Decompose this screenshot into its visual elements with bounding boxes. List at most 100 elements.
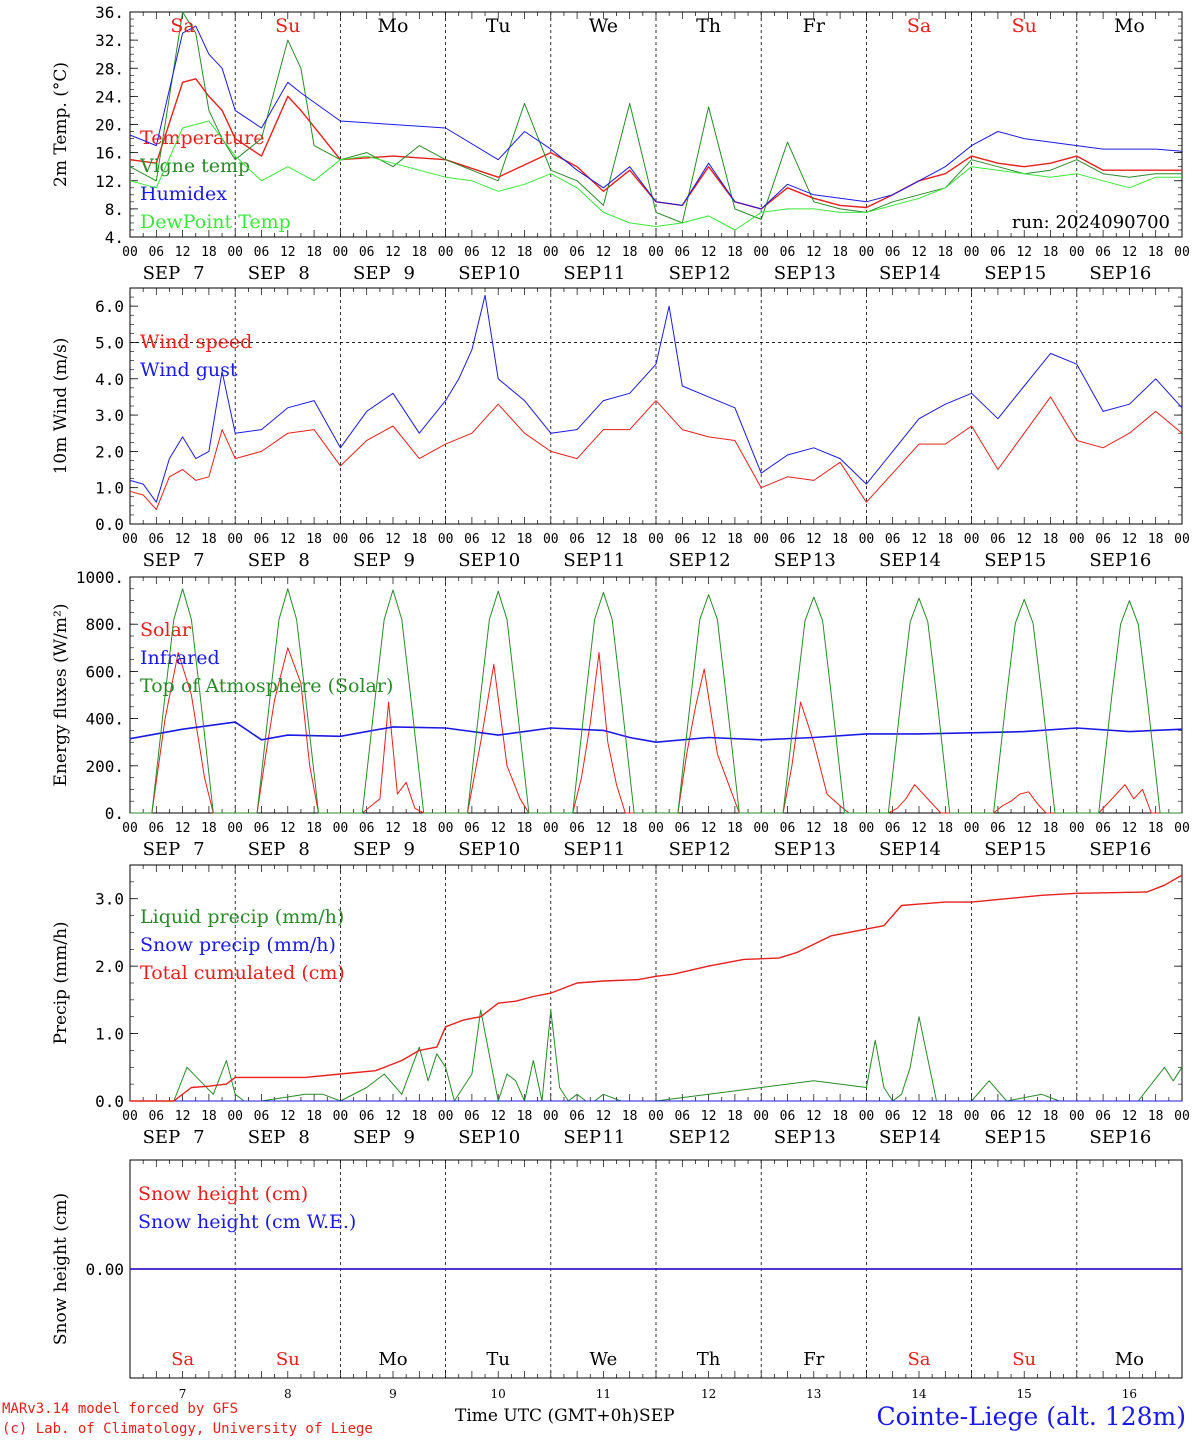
- date-label: 8: [298, 1127, 309, 1148]
- plot-frame: [129, 11, 1183, 238]
- y-tick-label: 12.: [95, 172, 124, 191]
- hour-tick-label: 12: [596, 532, 612, 547]
- hour-tick-label: 18: [832, 532, 848, 547]
- y-tick-label: 36.: [95, 3, 124, 22]
- weekday-label: We: [589, 15, 618, 37]
- hour-tick-label: 00: [859, 1109, 875, 1124]
- month-label: SEP: [458, 263, 496, 284]
- hour-tick-label: 06: [1095, 245, 1111, 260]
- hour-tick-label: 18: [306, 245, 322, 260]
- panel-5: 0.00 Snow height (cm) Snow height (cm) Snow…: [51, 1159, 1183, 1401]
- y-tick-label: 32.: [95, 31, 124, 50]
- hour-tick-label: 18: [517, 245, 533, 260]
- hour-tick-label: 00: [543, 821, 559, 836]
- hour-tick-label: 12: [175, 1109, 191, 1124]
- date-label: 10: [497, 839, 520, 860]
- hour-tick-label: 06: [885, 1109, 901, 1124]
- month-label: SEP: [563, 839, 601, 860]
- legend-entry: Wind speed: [140, 331, 252, 353]
- hour-tick-label: 06: [1095, 532, 1111, 547]
- weekday-label: Fr: [803, 15, 826, 37]
- month-label: SEP: [774, 839, 812, 860]
- hour-tick-label: 06: [254, 821, 270, 836]
- month-label: SEP: [563, 1127, 601, 1148]
- date-label: 15: [1023, 839, 1046, 860]
- hour-tick-label: 18: [1043, 1109, 1059, 1124]
- hour-tick-label: 00: [543, 245, 559, 260]
- hour-tick-label: 00: [964, 245, 980, 260]
- weekday-label: Su: [1012, 15, 1037, 37]
- hour-tick-label: 00: [122, 821, 138, 836]
- hour-tick-label: 00: [333, 1109, 349, 1124]
- hour-tick-label: 06: [464, 532, 480, 547]
- hour-tick-label: 06: [990, 1109, 1006, 1124]
- y-tick-label: 400.: [85, 710, 124, 729]
- hour-tick-label: 00: [1069, 821, 1085, 836]
- month-label: SEP: [669, 1127, 707, 1148]
- hour-tick-label: 12: [1016, 821, 1032, 836]
- y-tick-label: 3.0: [95, 406, 124, 425]
- hour-tick-label: 18: [937, 245, 953, 260]
- hour-tick-label: 18: [201, 532, 217, 547]
- hour-tick-label: 00: [122, 532, 138, 547]
- month-label: SEP: [248, 263, 286, 284]
- hour-tick-label: 12: [701, 532, 717, 547]
- date-label: 9: [404, 550, 415, 571]
- hour-tick-label: 06: [359, 821, 375, 836]
- series-line-dewpoint-temp: [129, 120, 1182, 231]
- hour-tick-label: 18: [1148, 245, 1164, 260]
- date-label: 11: [602, 1127, 625, 1148]
- hour-tick-label: 18: [727, 1109, 743, 1124]
- date-label: 7: [193, 550, 204, 571]
- hour-tick-label: 18: [1043, 245, 1059, 260]
- y-tick-label: 4.: [105, 228, 124, 247]
- hour-tick-label: 06: [990, 821, 1006, 836]
- hour-tick-label: 18: [727, 532, 743, 547]
- hour-tick-label: 12: [701, 1109, 717, 1124]
- hour-tick-label: 00: [648, 532, 664, 547]
- hour-tick-label: 06: [148, 532, 164, 547]
- hour-tick-label: 12: [385, 245, 401, 260]
- date-label: 13: [813, 839, 836, 860]
- hour-tick-label: 00: [122, 245, 138, 260]
- hour-tick-label: 06: [148, 1109, 164, 1124]
- date-label: 15: [1023, 263, 1046, 284]
- hour-tick-label: 12: [490, 1109, 506, 1124]
- month-label: SEP: [879, 550, 917, 571]
- weekday-label: Mo: [1114, 15, 1145, 37]
- hour-tick-label: 06: [464, 245, 480, 260]
- hour-tick-label: 12: [1122, 1109, 1138, 1124]
- y-tick-label: 0.00: [85, 1260, 124, 1279]
- date-label: 11: [602, 550, 625, 571]
- hour-tick-label: 06: [359, 245, 375, 260]
- weekday-label: Sa: [171, 1349, 194, 1370]
- panel-4: 0.0 1.0 2.0 3.0 Precip (mm/h) Liquid precip (…: [51, 864, 1190, 1148]
- hour-tick-label: 06: [359, 1109, 375, 1124]
- date-label: 9: [389, 1387, 397, 1401]
- month-label: SEP: [1089, 550, 1127, 571]
- hour-tick-label: 12: [806, 532, 822, 547]
- legend-entry: Snow height (cm): [138, 1183, 308, 1205]
- hour-tick-label: 00: [859, 245, 875, 260]
- hour-tick-label: 18: [411, 532, 427, 547]
- y-tick-label: 28.: [95, 59, 124, 78]
- date-label: 7: [193, 1127, 204, 1148]
- date-label: 7: [193, 263, 204, 284]
- hour-tick-label: 06: [780, 821, 796, 836]
- hour-tick-label: 00: [543, 532, 559, 547]
- legend-entry: Snow precip (mm/h): [140, 934, 336, 956]
- y-axis-label: Energy fluxes (W/m²): [51, 604, 71, 787]
- hour-tick-label: 00: [1069, 532, 1085, 547]
- y-tick-label: 2.0: [95, 442, 124, 461]
- hour-tick-label: 12: [385, 1109, 401, 1124]
- legend-entry: Snow height (cm W.E.): [138, 1211, 356, 1233]
- y-tick-label: 1.0: [95, 479, 124, 498]
- hour-tick-label: 18: [1148, 532, 1164, 547]
- hour-tick-label: 18: [411, 245, 427, 260]
- month-label: SEP: [353, 1127, 391, 1148]
- weekday-label: Mo: [1115, 1349, 1144, 1370]
- hour-tick-label: 06: [780, 245, 796, 260]
- hour-tick-label: 00: [438, 532, 454, 547]
- hour-tick-label: 12: [280, 245, 296, 260]
- weekday-label: Mo: [378, 1349, 407, 1370]
